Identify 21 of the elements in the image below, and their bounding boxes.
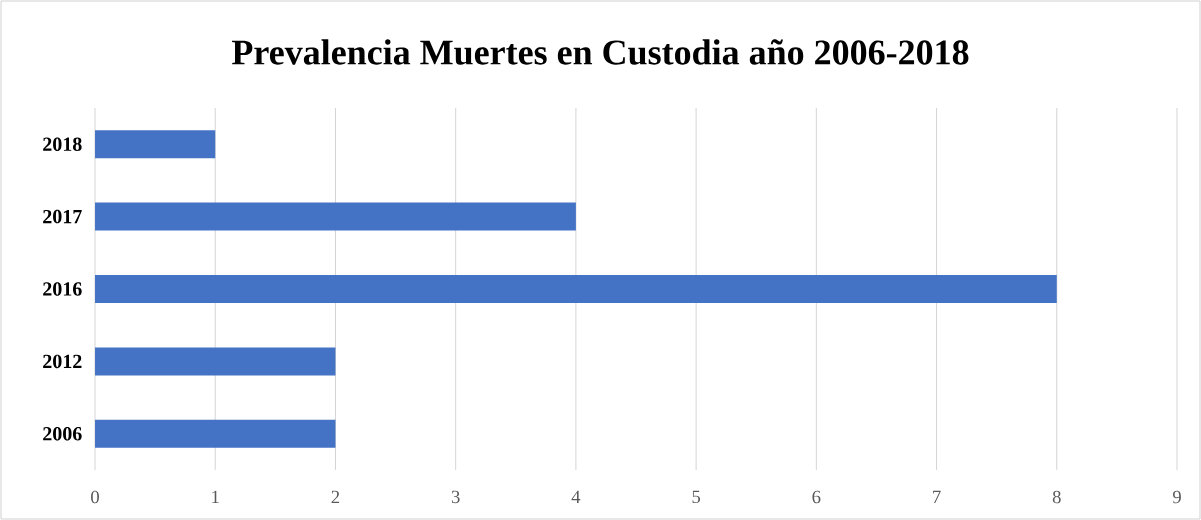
x-tick-label: 1 (212, 490, 219, 504)
bar (95, 347, 336, 376)
y-tick-label: 2018 (43, 137, 82, 151)
x-tick-label: 7 (933, 490, 941, 503)
x-tick-label: 8 (1052, 490, 1061, 504)
x-tick-label: 6 (812, 490, 821, 504)
y-tick-label: 2017 (43, 209, 82, 224)
x-tick-label: 9 (1172, 490, 1181, 504)
x-tick-label: 4 (571, 490, 581, 503)
y-tick-label: 2016 (43, 282, 82, 296)
bar (95, 419, 336, 448)
y-tick-label: 2006 (43, 427, 82, 441)
x-tick-label: 5 (692, 490, 701, 504)
bar (95, 202, 576, 231)
y-tick-label: 2012 (43, 354, 82, 369)
x-tick-label: 3 (451, 490, 460, 504)
x-tick-label: 2 (331, 490, 340, 504)
bar (95, 274, 1057, 303)
chart-title: Prevalencia Muertes en Custodia año 2006-2018 (231, 39, 969, 65)
x-tick-label: 0 (91, 490, 99, 504)
bar (95, 130, 216, 159)
